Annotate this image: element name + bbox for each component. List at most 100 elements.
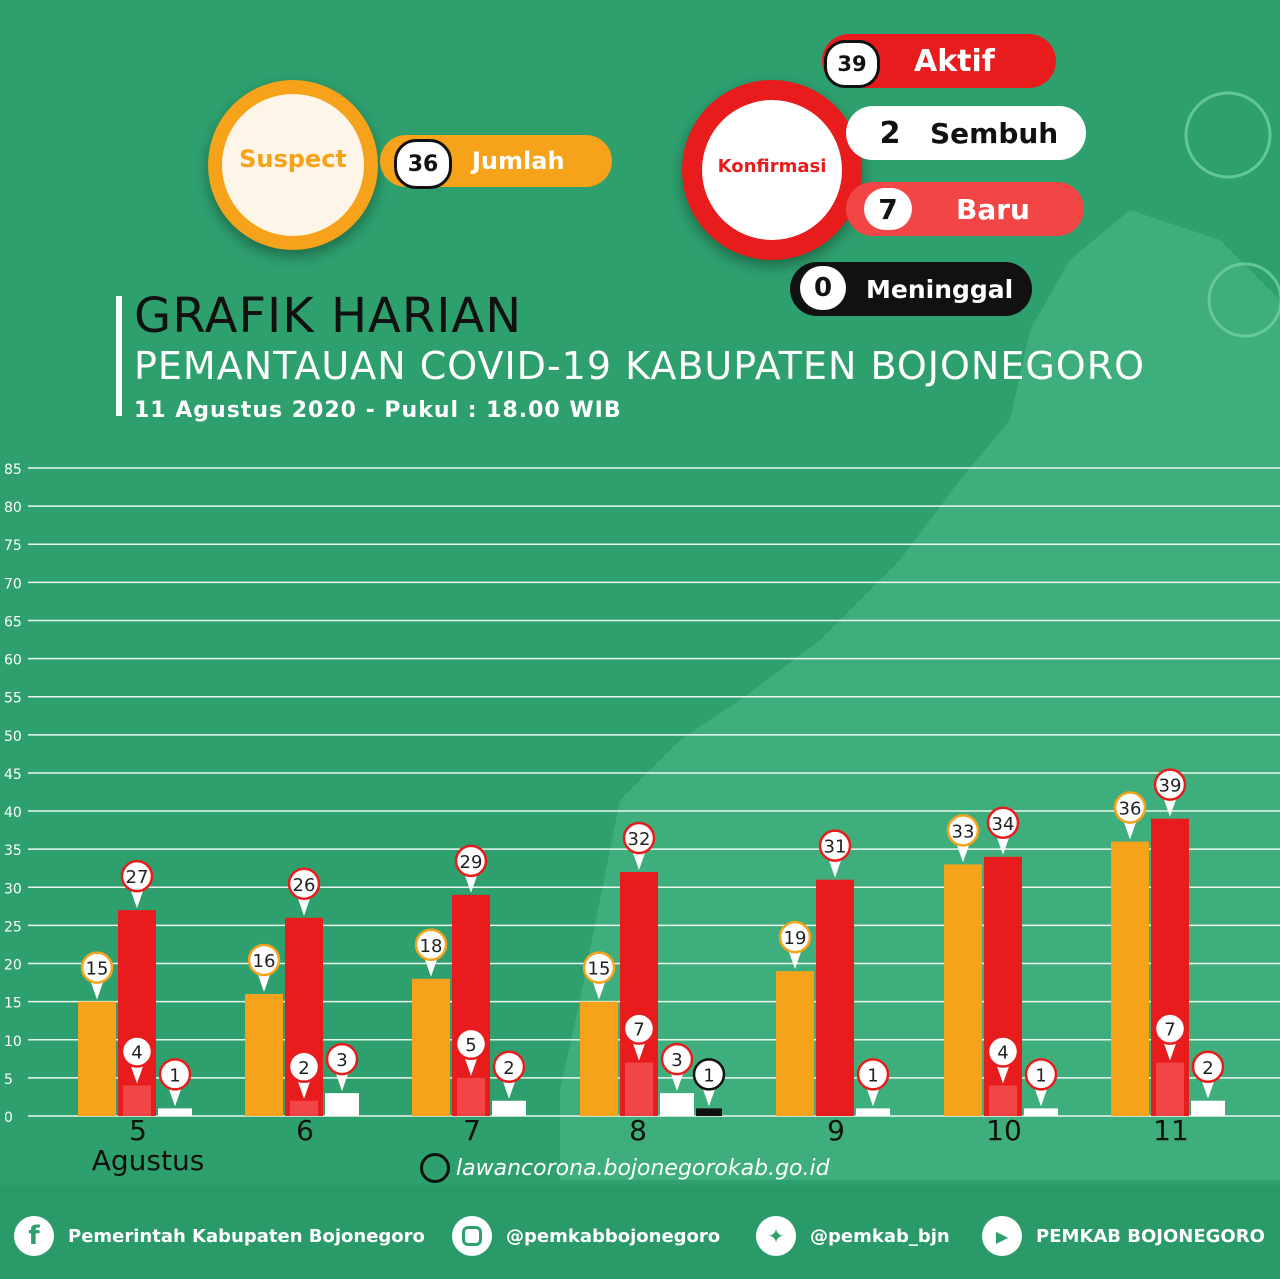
y-tick-label: 45 [4,767,22,783]
marker-circle [454,1027,488,1061]
marker-circle [622,1012,656,1045]
suspect-value: 36 [394,139,452,189]
marker-circle [492,1050,526,1084]
meninggal-label: Meninggal [866,274,1014,304]
marker-circle [986,806,1020,840]
instagram-icon [452,1216,492,1256]
marker-circle [856,1058,890,1091]
y-tick-label: 85 [4,462,22,478]
footer-twitter[interactable]: ✦ @pemkab_bjn [756,1216,950,1256]
marker-pointer [257,972,271,993]
data-label-meninggal: 1 [703,1065,714,1086]
bar-sembuh [492,1100,526,1116]
y-tick-label: 0 [4,1110,13,1126]
map-silhouette [560,210,1280,1180]
marker-pointer [632,1040,646,1061]
footer-band [0,1185,1280,1279]
marker-circle [247,943,281,977]
twitter-icon: ✦ [756,1216,796,1256]
y-tick-label: 70 [4,576,22,592]
data-label-suspect: 36 [1119,799,1142,820]
marker-pointer [788,949,802,970]
marker-circle [120,859,154,893]
bar-suspect [412,978,450,1116]
y-tick-label: 80 [4,500,22,516]
website-link[interactable]: lawancorona.bojonegorokab.go.id [420,1150,830,1186]
bar-baru [625,1062,653,1116]
marker-pointer [1123,819,1137,840]
data-label-aktif: 39 [1159,776,1182,797]
baru-value: 7 [864,188,912,230]
data-label-baru: 4 [997,1043,1008,1064]
youtube-icon: ▶ [982,1216,1022,1256]
footer-youtube[interactable]: ▶ PEMKAB BOJONEGORO [982,1216,1265,1256]
bar-baru [457,1077,485,1116]
bar-sembuh [1191,1100,1225,1116]
data-label-aktif: 26 [293,875,316,896]
marker-circle [1113,791,1147,824]
x-tick-label: 10 [986,1114,1022,1147]
marker-pointer [335,1071,349,1092]
x-tick-label: 7 [463,1114,481,1147]
data-label-suspect: 33 [952,821,975,842]
virus-icon [1184,91,1280,338]
bar-baru [123,1085,151,1116]
page-subtitle: PEMANTAUAN COVID-19 KABUPATEN BOJONEGORO [134,344,1146,388]
marker-circle [287,867,321,901]
x-tick-label: 6 [296,1114,314,1147]
bar-suspect [580,1001,618,1116]
month-label: Agustus [92,1144,205,1177]
bar-aktif [118,910,156,1116]
page-title: GRAFIK HARIAN [134,288,523,344]
marker-circle [778,920,812,954]
x-tick-label: 5 [129,1114,147,1147]
footer-facebook[interactable]: f Pemerintah Kabupaten Bojonegoro [14,1216,425,1256]
data-label-aktif: 34 [992,814,1015,835]
data-label-aktif: 27 [126,867,149,888]
data-label-aktif: 29 [460,852,483,873]
suspect-inner [222,94,364,236]
data-label-sembuh: 1 [867,1065,878,1086]
y-tick-label: 40 [4,805,22,821]
sembuh-label: Sembuh [930,116,1059,150]
data-label-sembuh: 2 [1202,1058,1213,1079]
marker-pointer [90,979,104,1000]
bar-baru [989,1085,1017,1116]
data-label-sembuh: 1 [1035,1065,1046,1086]
marker-circle [622,821,656,855]
bar-suspect [944,864,982,1116]
y-tick-label: 50 [4,729,22,745]
data-label-suspect: 15 [86,959,109,980]
data-label-aktif: 32 [628,829,651,850]
marker-pointer [1163,796,1177,817]
y-tick-label: 10 [4,1034,22,1050]
data-label-sembuh: 1 [169,1065,180,1086]
aktif-value: 39 [824,40,880,88]
bar-suspect [245,994,283,1116]
marker-circle [414,928,448,962]
footer-instagram[interactable]: @pemkabbojonegoro [452,1216,720,1256]
marker-circle [946,814,980,847]
data-label-suspect: 18 [420,936,443,957]
data-label-sembuh: 3 [336,1050,347,1071]
meninggal-value: 0 [800,266,846,310]
marker-circle [287,1050,321,1084]
marker-circle [582,951,616,984]
data-label-sembuh: 3 [671,1050,682,1071]
marker-pointer [866,1086,880,1107]
marker-pointer [996,834,1010,855]
marker-circle [158,1058,192,1091]
marker-pointer [702,1086,716,1107]
website-text: lawancorona.bojonegorokab.go.id [456,1155,830,1181]
x-tick-label: 9 [827,1114,845,1147]
marker-pointer [502,1078,516,1099]
title-bar [116,296,122,416]
marker-pointer [297,1078,311,1099]
sembuh-value: 2 [879,115,901,151]
bar-suspect [1111,841,1149,1116]
globe-icon [420,1153,450,1183]
report-date: 11 Agustus 2020 - Pukul : 18.00 WIB [134,398,622,423]
facebook-text: Pemerintah Kabupaten Bojonegoro [68,1225,425,1247]
